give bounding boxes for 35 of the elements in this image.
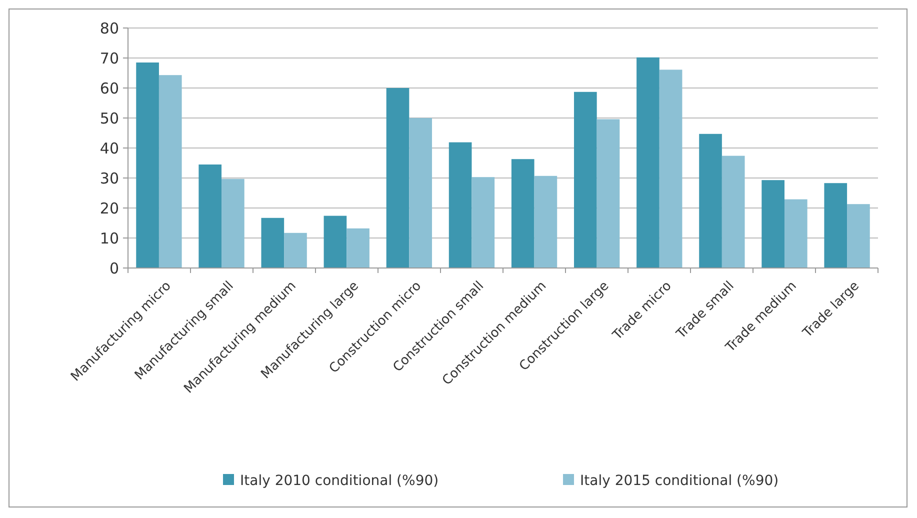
y-tick-label: 20 (100, 199, 119, 218)
bar (596, 119, 620, 268)
bar (574, 92, 597, 268)
bar (472, 177, 495, 268)
bar (409, 118, 432, 268)
y-tick-label: 40 (100, 139, 119, 158)
bar (158, 75, 182, 268)
y-tick-label: 80 (100, 19, 119, 38)
legend-label: Italy 2010 conditional (%90) (240, 472, 439, 489)
bar (699, 134, 722, 268)
y-tick-label: 60 (100, 79, 119, 98)
y-tick-label: 10 (100, 229, 119, 248)
bar (448, 142, 472, 268)
legend-label: Italy 2015 conditional (%90) (580, 472, 779, 489)
bar (784, 199, 808, 268)
bar (511, 159, 534, 268)
bar (222, 178, 244, 268)
bar (284, 232, 307, 268)
y-tick-label: 0 (109, 259, 119, 278)
bar (136, 62, 159, 268)
bar (534, 176, 558, 268)
y-tick-label: 50 (100, 109, 119, 128)
bar (659, 70, 682, 268)
bar (324, 216, 347, 268)
bar (198, 164, 222, 268)
bar (261, 218, 284, 268)
bar (847, 204, 870, 268)
y-tick-label: 70 (100, 49, 119, 68)
bar (636, 57, 660, 268)
bar (722, 156, 745, 268)
bar (346, 228, 370, 268)
bar (386, 88, 410, 268)
bar (824, 183, 848, 268)
y-tick-label: 30 (100, 169, 119, 188)
bar (762, 180, 784, 268)
